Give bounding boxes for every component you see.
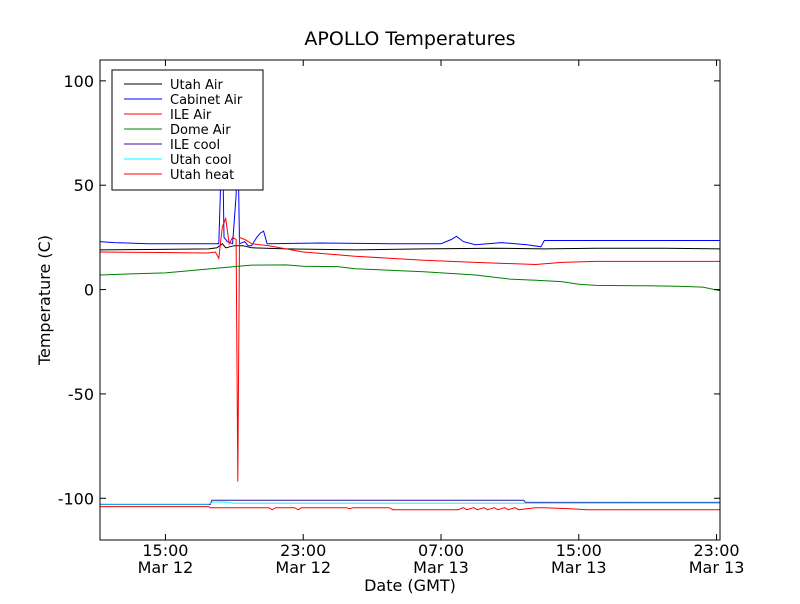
series-line-dome-air — [100, 264, 720, 292]
y-tick-label: 0 — [84, 281, 94, 300]
x-tick-label-time: 15:00 — [556, 541, 602, 560]
series-line-utah-air — [100, 243, 720, 251]
legend-label-dome-air: Dome Air — [170, 123, 231, 138]
series-line-ile-cool — [100, 499, 720, 505]
x-tick-label-time: 23:00 — [694, 541, 740, 560]
x-axis-label: Date (GMT) — [364, 576, 456, 595]
series-line-utah-heat — [100, 506, 720, 511]
plot-frame — [99, 59, 721, 541]
legend-label-cabinet-air: Cabinet Air — [170, 93, 243, 108]
chart-title: APOLLO Temperatures — [304, 28, 515, 50]
legend-label-utah-cool: Utah cool — [170, 153, 232, 168]
x-tick-label-date: Mar 13 — [689, 558, 745, 577]
x-tick-label-date: Mar 13 — [413, 558, 469, 577]
series-layer — [100, 122, 720, 511]
y-axis-label: Temperature (C) — [35, 235, 54, 366]
x-tick-label-date: Mar 13 — [551, 558, 607, 577]
x-tick-label-time: 15:00 — [142, 541, 188, 560]
y-tick-label: -100 — [58, 489, 94, 508]
series-line-utah-cool — [100, 501, 720, 505]
legend-label-utah-air: Utah Air — [170, 78, 223, 93]
x-tick-label-time: 23:00 — [280, 541, 326, 560]
y-tick-label: -50 — [68, 385, 94, 404]
y-tick-label: 100 — [63, 72, 94, 91]
legend-label-utah-heat: Utah heat — [170, 168, 234, 183]
x-tick-label-date: Mar 12 — [275, 558, 331, 577]
y-axis-ticks: 100 50 0 -50 -100 — [58, 72, 720, 508]
legend-label-ile-air: ILE Air — [170, 108, 212, 123]
legend-box — [111, 69, 264, 191]
legend-label-ile-cool: ILE cool — [170, 138, 220, 153]
series-line-ile-air — [100, 216, 720, 482]
series-line-cabinet-air — [100, 122, 720, 248]
x-tick-label-date: Mar 12 — [138, 558, 194, 577]
y-tick-label: 50 — [74, 176, 94, 195]
x-tick-label-time: 07:00 — [418, 541, 464, 560]
